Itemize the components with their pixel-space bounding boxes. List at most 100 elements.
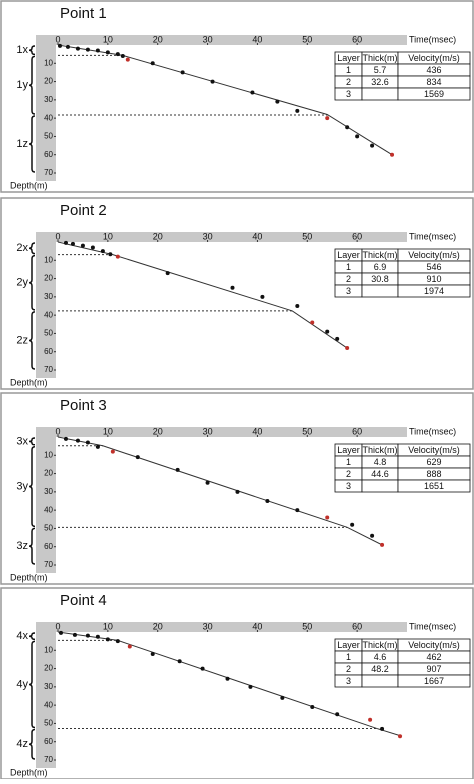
table-text: 1569 [424,89,444,99]
x-axis-bar [36,427,407,437]
layer-label: 1y [16,79,28,91]
y-axis-bar [36,427,56,573]
panel-border [0,392,474,585]
y-tick-label: 50 [44,329,53,338]
layer-label: 1x [16,44,28,56]
y-tick-label: 10 [44,450,53,459]
x-tick-label: 40 [252,34,262,44]
table-text: Layer [337,53,360,63]
x-tick-label: 20 [153,231,163,241]
x-tick-label: 40 [252,231,262,241]
data-point [75,438,80,443]
table-cell [397,87,471,101]
layer-brace [28,55,36,115]
layer-label: 3x [16,435,28,447]
layer-label: 2y [16,277,28,289]
x-tick-label: 10 [103,34,113,44]
layer-label: 1z [16,138,28,150]
y-tick-label: 10 [44,255,53,264]
table-text: 546 [426,262,441,272]
x-tick-label: 0 [55,426,60,436]
x-tick-label: 20 [153,34,163,44]
x-tick-label: 40 [252,621,262,631]
y-axis-label: Depth(m) [10,572,48,582]
data-point [205,480,210,485]
y-tick-label: 70 [44,168,53,177]
y-tick-label: 60 [44,347,53,356]
data-point [295,304,300,308]
table-cell [361,87,399,101]
x-tick-label: 30 [203,34,213,44]
table-text: 4.8 [374,457,387,467]
y-tick-label: 70 [44,755,53,764]
data-point [225,676,230,681]
data-point [370,143,375,148]
table-text: 1 [346,65,351,75]
y-tick-label: 40 [44,310,53,319]
table-text: 4.6 [374,652,387,662]
data-point [380,542,385,547]
data-point [63,240,68,245]
y-tick-label: 20 [44,664,53,673]
x-tick-label: 60 [352,231,362,241]
x-tick-label: 0 [55,34,60,44]
data-point [127,644,132,649]
layer-brace [28,728,36,760]
table-text: Velocity(m/s) [408,640,460,650]
layer-brace [28,437,36,446]
x-tick-label: 60 [352,426,362,436]
table-text: Layer [337,250,360,260]
table-cell [361,479,399,493]
data-point [95,444,100,449]
x-tick-label: 10 [103,621,113,631]
layer-brace [28,311,36,370]
layer-label: 4y [16,678,28,690]
table-text: 629 [426,457,441,467]
data-point [370,533,375,538]
x-tick-label: 50 [302,426,312,436]
y-tick-label: 50 [44,132,53,141]
table-text: 44.6 [371,469,389,479]
panel-title: Point 1 [60,5,107,22]
layer-label: 3y [16,480,28,492]
table-text: 834 [426,77,441,87]
data-point [105,637,110,642]
data-point [390,152,395,157]
data-point [100,249,105,254]
data-point [250,90,255,95]
x-tick-label: 30 [203,426,213,436]
data-point [325,116,330,121]
x-tick-label: 60 [352,34,362,44]
panel-title: Point 3 [60,397,107,414]
data-point [310,704,315,709]
data-point [58,630,63,635]
layer-brace [28,640,36,729]
data-point [325,329,330,334]
x-tick-label: 10 [103,231,113,241]
y-axis-label: Depth(m) [10,180,48,190]
y-axis-bar [36,622,56,768]
table-text: Velocity(m/s) [408,445,460,455]
x-tick-label: 50 [302,621,312,631]
y-tick-label: 70 [44,365,53,374]
y-axis-bar [36,232,56,378]
data-point [75,46,80,51]
data-point [368,717,373,722]
data-point [398,734,403,739]
x-axis-bar [36,622,407,632]
data-point [335,712,340,717]
table-text: 436 [426,65,441,75]
x-tick-label: 20 [153,426,163,436]
table-text: 30.8 [371,274,389,284]
panel-border [0,197,474,390]
panel-border [0,0,474,193]
x-tick-label: 0 [55,231,60,241]
layer-label: 2z [16,334,28,346]
data-point [335,336,340,341]
x-axis-label: Time(msec) [409,621,456,631]
data-point [265,499,270,503]
table-text: 2 [346,469,351,479]
x-axis-label: Time(msec) [409,231,456,241]
table-text: 3 [346,89,351,99]
